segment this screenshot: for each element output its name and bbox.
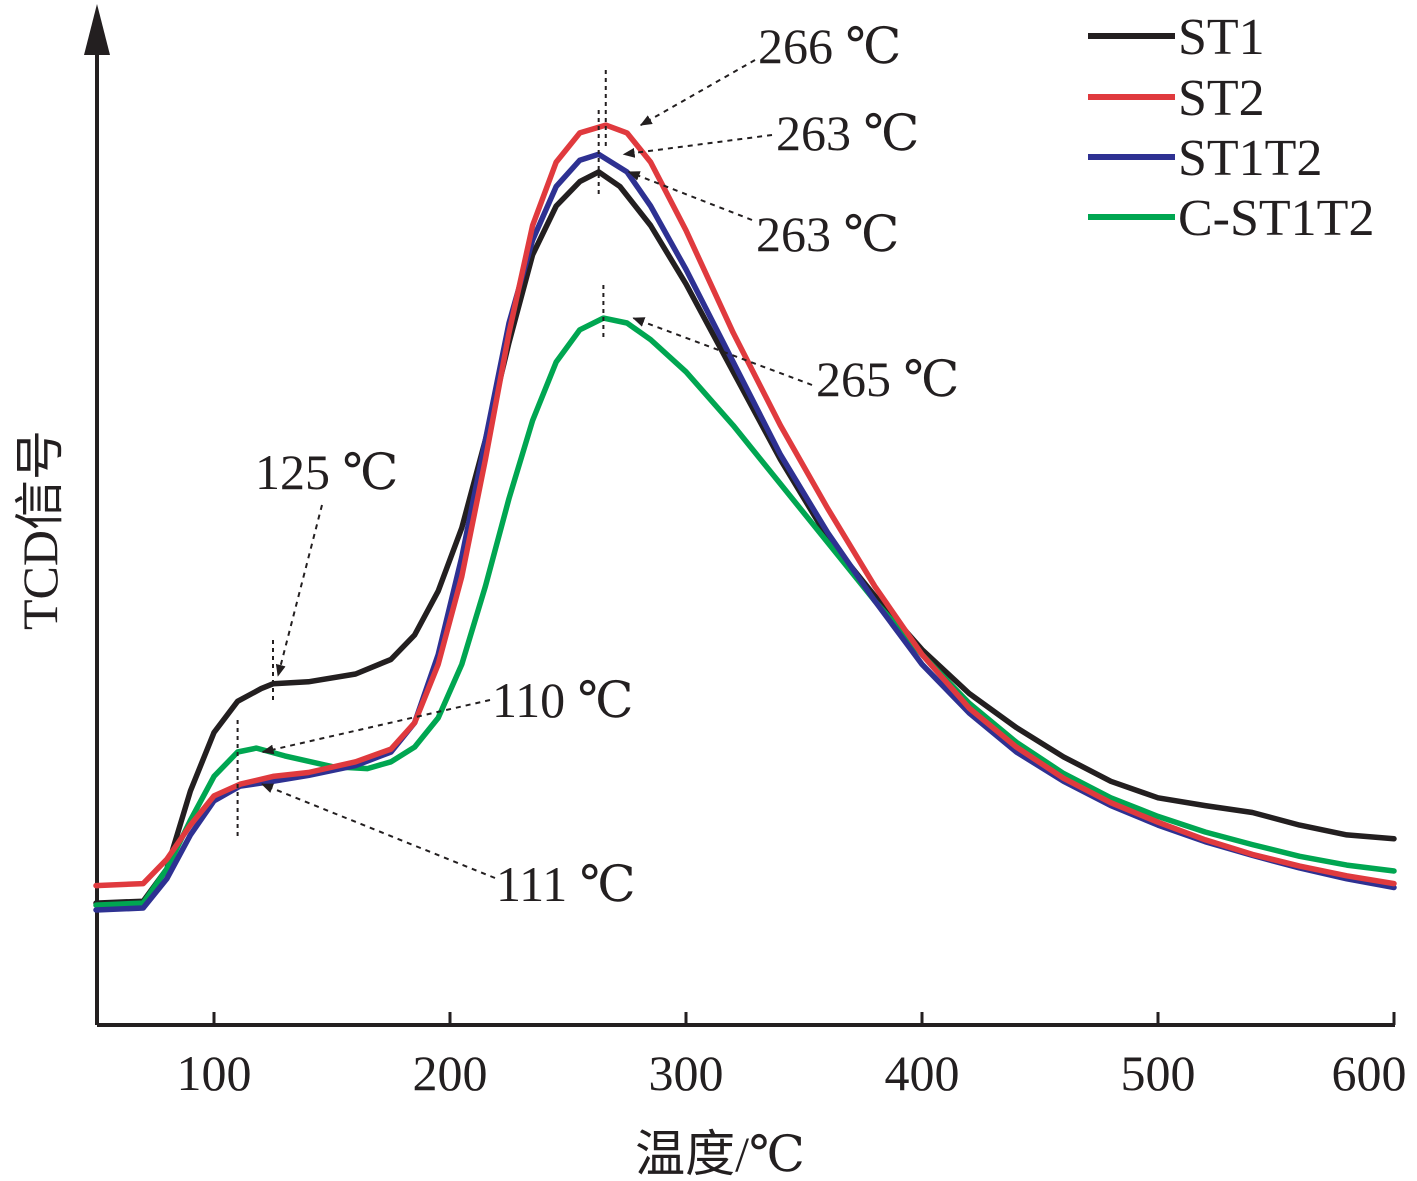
y-axis-arrow xyxy=(84,4,110,55)
annotation-leader-line xyxy=(261,699,491,755)
y-axis-title: TCD信号 xyxy=(12,430,68,630)
annotation-leader-line xyxy=(632,317,813,386)
x-tick-label-400: 400 xyxy=(885,1045,960,1101)
annotations: 266 ℃ 263 ℃ 263 ℃ 265 ℃ 125 ℃ 110 ℃ 111 ℃ xyxy=(236,18,959,912)
x-tick-labels: 100 200 300 400 500 600 xyxy=(177,1045,1407,1101)
annotation-label: 125 ℃ xyxy=(255,444,398,500)
annotation-leader-line xyxy=(639,59,756,126)
annotation-leader-line xyxy=(627,170,753,221)
annotation-label: 110 ℃ xyxy=(492,672,634,728)
annotation-label: 266 ℃ xyxy=(758,18,901,74)
x-axis-title: 温度/℃ xyxy=(635,1126,805,1181)
series-line-st1t2 xyxy=(93,151,1397,913)
annotation-label: 263 ℃ xyxy=(776,105,919,161)
series-lines xyxy=(93,122,1397,913)
legend-label-st1: ST1 xyxy=(1178,9,1265,66)
x-tick-label-500: 500 xyxy=(1121,1045,1196,1101)
annotation-leader-line xyxy=(622,134,773,158)
series-line-st1 xyxy=(93,169,1397,906)
axes xyxy=(84,4,1395,1027)
legend-label-st1t2: ST1T2 xyxy=(1178,130,1322,187)
annotation-leader-line xyxy=(261,783,496,879)
annotation-label: 263 ℃ xyxy=(756,206,899,262)
x-tick-label-600: 600 xyxy=(1332,1045,1407,1101)
legend-label-c-st1t2: C-ST1T2 xyxy=(1178,190,1374,247)
x-ticks xyxy=(212,1012,1396,1025)
annotation-leader-line xyxy=(275,504,323,677)
x-tick-label-100: 100 xyxy=(177,1045,252,1101)
series-line-c-st1t2 xyxy=(93,315,1397,908)
legend-label-st2: ST2 xyxy=(1178,70,1265,127)
annotation-label: 265 ℃ xyxy=(816,351,959,407)
x-tick-label-300: 300 xyxy=(649,1045,724,1101)
series-line-st2 xyxy=(93,122,1397,889)
x-tick-label-200: 200 xyxy=(413,1045,488,1101)
annotation-label: 111 ℃ xyxy=(496,856,636,912)
